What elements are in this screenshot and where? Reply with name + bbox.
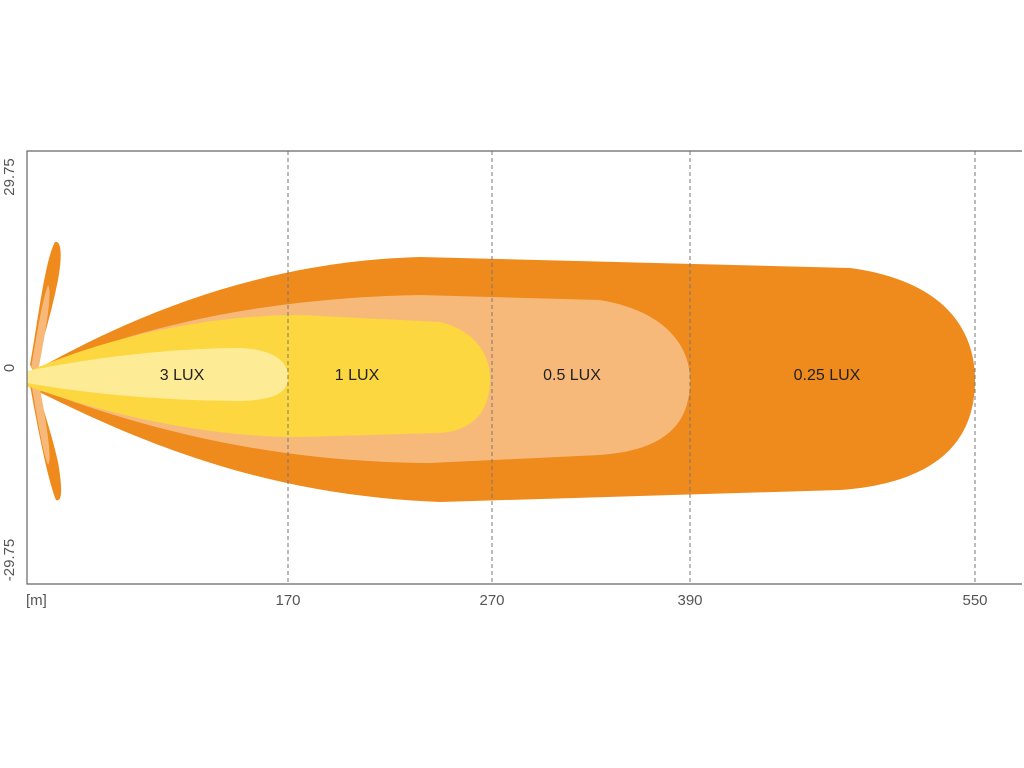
x-label: 270 <box>479 592 504 609</box>
x-label: 550 <box>962 592 987 609</box>
zone-label: 0.25 LUX <box>794 367 861 384</box>
axis-frame <box>26 150 1022 585</box>
y-label: 0 <box>1 364 18 372</box>
zone-3-lux <box>27 348 288 401</box>
y-label: 29.75 <box>1 158 18 196</box>
zone-label: 3 LUX <box>160 367 205 384</box>
x-label: 390 <box>677 592 702 609</box>
x-label: 170 <box>275 592 300 609</box>
x-unit: [m] <box>26 592 47 609</box>
zone-label: 1 LUX <box>335 367 380 384</box>
beam-shapes <box>27 241 975 502</box>
petal-inner <box>31 285 50 465</box>
zone-label: 0.5 LUX <box>543 367 601 384</box>
y-label: -29.75 <box>1 539 18 582</box>
